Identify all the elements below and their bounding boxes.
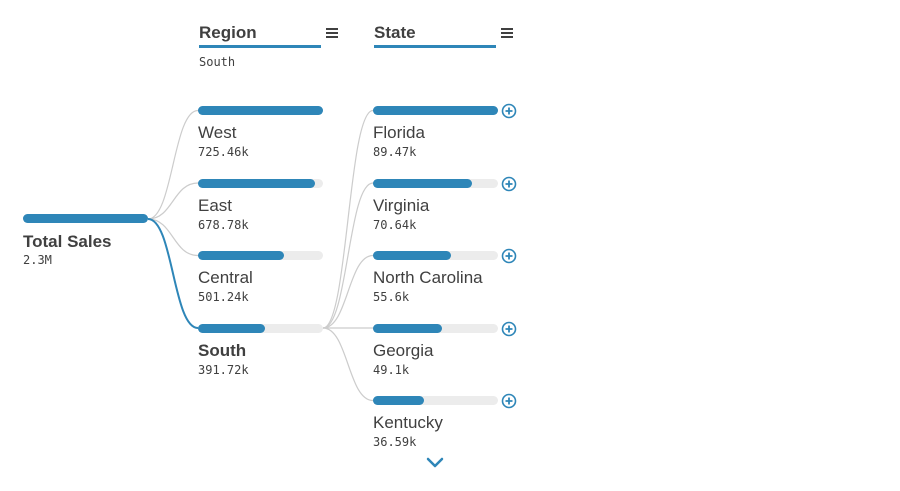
node-label: North Carolina bbox=[373, 268, 483, 287]
node-state-north-carolina[interactable]: North Carolina 55.6k bbox=[373, 251, 498, 304]
node-label: Central bbox=[198, 268, 253, 287]
node-region-west[interactable]: West 725.46k bbox=[198, 106, 323, 159]
region-menu-icon[interactable] bbox=[326, 28, 338, 39]
link-south-florida bbox=[322, 109, 374, 329]
plus-circle-icon[interactable] bbox=[501, 248, 517, 264]
region-selection-label: South bbox=[199, 55, 236, 69]
node-state-florida[interactable]: Florida 89.47k bbox=[373, 106, 498, 159]
bar-fill-virginia bbox=[373, 178, 472, 188]
chevron-down-icon[interactable] bbox=[426, 455, 444, 468]
bar-fill-west bbox=[198, 106, 323, 115]
state-menu-icon[interactable] bbox=[501, 28, 513, 39]
node-value: 725.46k bbox=[198, 145, 249, 159]
bar-track bbox=[373, 323, 498, 333]
node-value: 55.6k bbox=[373, 290, 410, 304]
node-state-virginia[interactable]: Virginia 70.64k bbox=[373, 178, 498, 232]
bar-track bbox=[373, 106, 498, 115]
bar-fill-south bbox=[198, 323, 266, 333]
node-label: West bbox=[198, 123, 237, 142]
root-bar-fill bbox=[23, 214, 148, 223]
node-label: Kentucky bbox=[373, 413, 443, 432]
node-region-south[interactable]: South 391.72k bbox=[198, 323, 323, 377]
root-label: Total Sales bbox=[23, 232, 112, 251]
bar-track bbox=[198, 178, 323, 188]
link-root-west bbox=[147, 109, 199, 220]
link-root-central bbox=[147, 218, 199, 257]
bar-fill-florida bbox=[373, 106, 498, 115]
node-state-georgia[interactable]: Georgia 49.1k bbox=[373, 323, 498, 377]
plus-circle-icon[interactable] bbox=[501, 103, 517, 119]
bar-track bbox=[373, 178, 498, 188]
node-label: Virginia bbox=[373, 195, 430, 215]
root-value: 2.3M bbox=[23, 253, 52, 267]
link-south-north-carolina bbox=[322, 254, 374, 329]
node-value: 89.47k bbox=[373, 145, 417, 159]
link-root-east bbox=[147, 182, 199, 220]
node-value: 70.64k bbox=[373, 217, 417, 232]
bar-fill-kentucky bbox=[373, 396, 425, 405]
bar-track bbox=[198, 251, 323, 260]
link-root-south bbox=[147, 218, 199, 329]
region-header-underline bbox=[199, 45, 321, 48]
node-value: 36.59k bbox=[373, 435, 417, 449]
node-value: 49.1k bbox=[373, 362, 410, 377]
root-bar-track bbox=[23, 214, 148, 223]
node-label: Florida bbox=[373, 123, 425, 142]
link-south-virginia bbox=[322, 182, 374, 329]
link-south-kentucky bbox=[322, 327, 374, 402]
plus-circle-icon[interactable] bbox=[501, 393, 517, 409]
bar-fill-east bbox=[198, 178, 315, 188]
node-state-kentucky[interactable]: Kentucky 36.59k bbox=[373, 396, 498, 449]
bar-track bbox=[198, 106, 323, 115]
node-region-east[interactable]: East 678.78k bbox=[198, 178, 323, 232]
bar-fill-georgia bbox=[373, 323, 442, 333]
state-column-header: State bbox=[374, 23, 416, 42]
node-region-central[interactable]: Central 501.24k bbox=[198, 251, 323, 304]
node-label: South bbox=[198, 340, 247, 360]
bar-track bbox=[373, 251, 498, 260]
state-header-underline bbox=[374, 45, 496, 48]
bar-track bbox=[373, 396, 498, 405]
plus-circle-icon[interactable] bbox=[501, 176, 517, 192]
bar-fill-central bbox=[198, 251, 285, 260]
node-value: 678.78k bbox=[198, 217, 249, 232]
node-label: East bbox=[198, 195, 233, 215]
bar-track bbox=[198, 323, 323, 333]
plus-circle-icon[interactable] bbox=[501, 321, 517, 337]
node-label: Georgia bbox=[373, 340, 434, 360]
root-node[interactable]: Total Sales 2.3M bbox=[23, 214, 148, 267]
node-value: 501.24k bbox=[198, 290, 249, 304]
region-column-header: Region bbox=[199, 23, 257, 42]
bar-fill-north-carolina bbox=[373, 251, 451, 260]
node-value: 391.72k bbox=[198, 362, 249, 377]
